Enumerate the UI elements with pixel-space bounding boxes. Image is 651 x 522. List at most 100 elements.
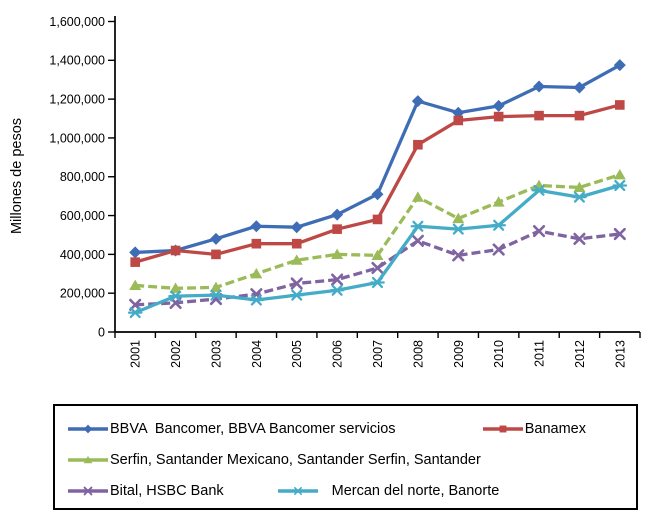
asterisk-marker [531, 184, 547, 196]
y-tick-label: 0 [98, 325, 105, 339]
legend-diamond-line-icon [68, 424, 108, 433]
square-marker [332, 224, 342, 234]
legend-row: Serfin, Santander Mexicano, Santander Se… [68, 444, 636, 475]
diamond-marker [83, 424, 93, 433]
triangle-marker [452, 212, 465, 224]
legend-item: Banamex [482, 420, 586, 437]
diamond-marker [250, 220, 263, 233]
triangle-marker [250, 267, 263, 279]
x-tick-label: 2013 [613, 340, 627, 368]
asterisk-marker [612, 179, 628, 192]
asterisk-marker [491, 219, 507, 231]
diamond-marker [492, 99, 505, 112]
x-tick-label: 2009 [452, 340, 466, 368]
asterisk-marker [292, 486, 303, 495]
legend-asterisk-line-icon [277, 486, 318, 495]
x-tick-label: 2003 [209, 340, 223, 368]
y-tick-label: 600,000 [60, 209, 105, 223]
triangle-marker [83, 455, 93, 463]
diamond-marker [573, 81, 586, 94]
y-tick-label: 1,000,000 [49, 131, 105, 145]
legend-label: Banamex [524, 420, 586, 437]
y-tick-label: 1,200,000 [49, 93, 105, 107]
legend-item: Bital, HSBC Bank [68, 483, 224, 499]
square-marker [291, 238, 302, 249]
legend-label: Serfin, Santander Mexicano, Santander Se… [110, 451, 481, 468]
triangle-marker [613, 169, 626, 180]
x-tick-label: 2011 [533, 340, 547, 367]
triangle-marker [129, 279, 142, 291]
asterisk-marker [168, 290, 183, 302]
x-tick-label: 2001 [129, 340, 143, 368]
legend-triangle-line-icon [68, 455, 108, 463]
square-marker [493, 111, 504, 122]
square-marker [499, 425, 507, 432]
x-marker [613, 227, 626, 241]
legend-label: BBVA Bancomer, BBVA Bancomer servicios [110, 420, 396, 437]
x-marker [573, 232, 586, 245]
x-marker [532, 224, 546, 238]
x-tick-label: 2012 [573, 340, 587, 368]
diamond-marker [331, 208, 344, 221]
triangle-marker [290, 254, 303, 265]
asterisk-marker [410, 220, 426, 232]
x-tick-label: 2010 [492, 340, 506, 368]
diamond-marker [290, 221, 303, 234]
square-marker [211, 249, 221, 260]
x-tick-label: 2007 [371, 340, 385, 368]
asterisk-marker [248, 294, 264, 306]
asterisk-marker [370, 276, 385, 289]
x-tick-label: 2002 [169, 340, 183, 368]
square-marker [453, 115, 464, 126]
diamond-marker [371, 188, 384, 201]
asterisk-marker [208, 289, 224, 301]
asterisk-marker [329, 284, 345, 296]
square-marker [372, 214, 383, 225]
square-marker [170, 245, 181, 256]
chart-canvas: 0 200,000 400,000 600,000 800,000 1,000,000 1,… [49, 15, 641, 368]
triangle-marker [573, 181, 586, 193]
chart-legend: BBVA Bancomer, BBVA Bancomer servicios Ba… [53, 404, 638, 510]
x-marker [83, 486, 93, 495]
series-line-1 [134, 103, 621, 264]
x-tick-label: 2004 [250, 340, 264, 368]
asterisk-marker [127, 307, 143, 319]
triangle-marker [169, 282, 182, 293]
series-line-4 [134, 183, 621, 315]
legend-row: Bital, HSBC Bank Mercan del norte, Banort… [68, 475, 636, 506]
asterisk-marker [450, 223, 466, 235]
triangle-marker [492, 196, 505, 207]
x-marker [452, 249, 465, 262]
x-tick-label: 2005 [290, 340, 304, 368]
diamond-marker [533, 80, 546, 93]
x-marker [411, 234, 424, 247]
square-marker [413, 139, 423, 150]
square-marker [574, 110, 585, 121]
series-line-0 [135, 63, 621, 255]
triangle-marker [371, 249, 384, 260]
diamond-marker [411, 95, 424, 108]
y-tick-label: 1,600,000 [49, 15, 105, 29]
legend-label: Bital, HSBC Bank [110, 482, 224, 499]
legend-label: Mercan del norte, Banorte [331, 482, 500, 499]
asterisk-marker [289, 289, 305, 301]
square-marker [251, 238, 262, 249]
legend-x-line-icon [68, 486, 108, 495]
x-marker [290, 277, 303, 290]
x-tick-label: 2008 [411, 340, 425, 368]
square-marker [130, 257, 140, 267]
diamond-marker [613, 59, 626, 72]
y-tick-label: 1,400,000 [49, 54, 105, 68]
diamond-marker [209, 232, 222, 245]
triangle-marker [331, 248, 344, 259]
legend-item: Mercan del norte, Banorte [277, 482, 500, 499]
legend-item: Serfin, Santander Mexicano, Santander Se… [68, 452, 481, 468]
legend-item: BBVA Bancomer, BBVA Bancomer servicios [68, 421, 396, 437]
x-marker [371, 261, 384, 275]
legend-square-line-icon [482, 425, 523, 432]
triangle-marker [411, 191, 424, 202]
y-tick-label: 400,000 [60, 248, 105, 262]
x-marker [331, 273, 344, 286]
triangle-marker [209, 281, 222, 292]
square-marker [534, 110, 544, 121]
